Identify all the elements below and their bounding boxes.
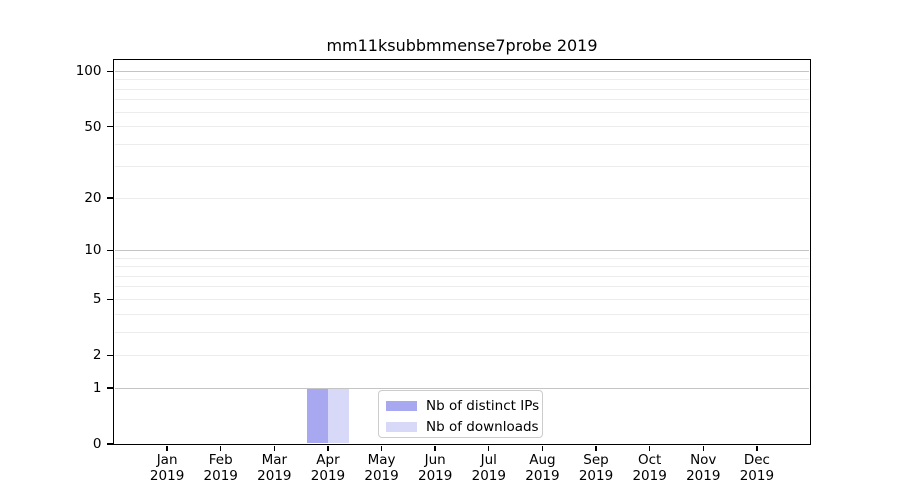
x-tick-year: 2019 [578,468,614,484]
x-tick-label-apr: Apr 2019 [300,452,356,484]
gridline-y-4 [115,313,809,315]
bar-distinct-ips-apr [306,388,328,443]
x-tick-aug [541,445,544,451]
y-tick-label-10: 10 [84,242,102,259]
x-tick-month: Jan [156,452,178,468]
x-tick-year: 2019 [686,468,721,484]
gridline-y-7 [115,275,809,277]
y-tick-label-0: 0 [92,436,102,452]
y-tick-5 [106,298,113,301]
x-tick-nov [702,445,704,451]
x-tick-label-sep: Sep 2019 [568,452,624,484]
x-tick-label-aug: Aug 2019 [514,452,570,484]
x-tick-year: 2019 [364,468,399,484]
chart-title: mm11ksubbmmense7probe 2019 [326,36,598,55]
legend: Nb of distinct IPs Nb of downloads [378,390,543,438]
gridline-y-100 [115,70,809,72]
x-tick-jun [434,445,436,451]
x-tick-year: 2019 [418,468,453,484]
legend-entry-distinct-ips: Nb of distinct IPs [386,396,540,415]
gridline-y-70 [115,99,809,101]
gridline-y-5 [115,298,809,300]
gridline-y-2 [115,354,809,356]
x-tick-sep [595,445,597,451]
plot-area [113,59,811,445]
y-tick-20 [106,197,113,199]
y-tick-label-5: 5 [92,291,102,308]
y-tick-50 [106,125,113,128]
x-tick-label-may: May 2019 [354,452,410,484]
x-tick-label-nov: Nov 2019 [675,452,731,484]
x-tick-label-jan: Jan 2019 [139,452,195,484]
x-tick-year: 2019 [739,468,775,484]
legend-entry-downloads: Nb of downloads [386,417,539,436]
x-tick-oct [648,445,651,451]
x-tick-month: Jul [480,452,497,468]
x-tick-year: 2019 [471,468,506,484]
x-tick-year: 2019 [203,468,238,484]
x-tick-month: Jun [424,452,446,468]
x-tick-year: 2019 [525,468,560,484]
x-tick-month: Apr [316,452,340,468]
x-tick-label-feb: Feb 2019 [193,452,249,484]
x-tick-label-oct: Oct 2019 [622,452,678,484]
x-tick-year: 2019 [310,468,346,484]
x-tick-mar [273,445,276,451]
x-tick-jul [488,445,490,451]
y-tick-2 [106,354,113,356]
x-tick-apr [327,445,329,451]
x-tick-label-mar: Mar 2019 [246,452,302,484]
y-tick-label-2: 2 [92,347,102,364]
x-tick-year: 2019 [257,468,292,484]
gridline-y-10 [115,249,809,251]
x-tick-month: Mar [261,452,288,468]
y-tick-label-100: 100 [75,63,102,80]
x-tick-dec [756,445,758,451]
gridline-y-20 [115,197,809,199]
x-tick-feb [220,445,222,451]
legend-label-distinct-ips: Nb of distinct IPs [426,397,540,414]
x-tick-month: Nov [690,452,717,468]
gridline-y-50 [115,126,809,128]
x-tick-month: Feb [208,452,233,468]
gridline-y-80 [115,88,809,90]
x-tick-may [380,445,383,451]
y-tick-label-20: 20 [84,190,102,207]
x-tick-label-dec: Dec 2019 [729,452,785,484]
y-tick-0 [106,443,113,445]
x-tick-jan [166,445,168,451]
x-tick-year: 2019 [632,468,667,484]
gridline-y-8 [115,266,809,268]
y-tick-label-1: 1 [92,380,102,397]
gridline-y-90 [115,79,809,81]
x-tick-month: Dec [743,452,770,468]
gridline-y-60 [115,111,809,113]
gridline-y-30 [115,166,809,168]
y-tick-label-50: 50 [84,118,102,135]
x-tick-month: Aug [529,452,556,468]
legend-label-downloads: Nb of downloads [426,418,539,435]
x-tick-label-jul: Jul 2019 [461,452,517,484]
legend-swatch-distinct-ips [386,400,417,411]
legend-swatch-downloads [386,421,417,432]
x-tick-label-jun: Jun 2019 [407,452,463,484]
y-tick-1 [106,387,113,389]
gridline-y-9 [115,257,809,259]
x-tick-month: May [367,452,396,468]
bar-downloads-apr [327,388,350,443]
y-tick-10 [106,249,113,252]
y-tick-100 [106,70,113,73]
x-tick-year: 2019 [149,468,185,484]
gridline-y-40 [115,143,809,145]
gridline-y-1 [115,387,809,389]
x-tick-month: Oct [637,452,662,468]
x-tick-month: Sep [583,452,609,468]
gridline-y-6 [115,286,809,288]
gridline-y-3 [115,331,809,333]
